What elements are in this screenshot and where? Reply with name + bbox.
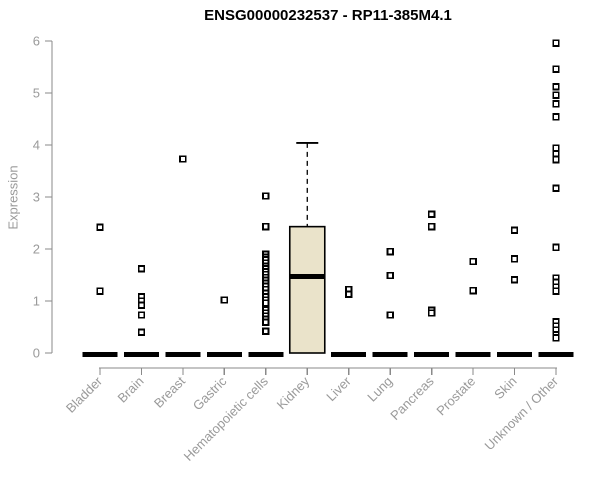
x-tick-label: Kidney (274, 373, 313, 412)
y-tick-label: 0 (33, 346, 40, 361)
x-tick-label: Unknown / Other (482, 373, 562, 453)
outlier-point (469, 257, 477, 266)
outlier-point (262, 222, 270, 231)
outlier-point (552, 150, 560, 158)
x-tick-label: Breast (151, 373, 188, 410)
chart-title: ENSG00000232537 - RP11-385M4.1 (204, 7, 452, 24)
outlier-point (262, 318, 270, 327)
outlier-point (552, 155, 560, 164)
x-tick-label: Liver (323, 373, 354, 404)
outlier-point (552, 144, 560, 152)
outlier-point (262, 299, 270, 307)
y-tick-label: 5 (33, 86, 40, 101)
outlier-point (552, 287, 560, 295)
outlier-point (427, 309, 436, 317)
x-tick-label: Bladder (63, 373, 106, 416)
outlier-point (552, 113, 560, 121)
y-tick-label: 2 (33, 242, 40, 257)
zero-median-bar (206, 352, 242, 357)
outlier-point (552, 100, 560, 108)
outlier-point (552, 65, 560, 73)
outlier-point (137, 301, 146, 309)
outlier-point (510, 255, 519, 263)
y-tick-label: 1 (33, 294, 40, 309)
outlier-point (262, 327, 270, 335)
zero-median-bar (165, 352, 201, 357)
outlier-point (345, 290, 353, 298)
outlier-point (179, 155, 187, 163)
zero-median-bar (538, 352, 574, 357)
x-tick-label: Pancreas (387, 373, 437, 423)
outlier-point (220, 296, 229, 304)
x-tick-label: Lung (364, 374, 395, 405)
outlier-point (386, 247, 394, 256)
zero-median-bar (82, 352, 118, 357)
y-tick-label: 3 (33, 190, 40, 205)
outlier-point (427, 222, 436, 231)
box (288, 225, 326, 354)
outlier-point (510, 226, 519, 234)
outlier-point (552, 184, 560, 192)
outlier-point (469, 286, 477, 295)
zero-median-bar (248, 352, 284, 357)
outlier-point (552, 39, 560, 47)
x-tick-label: Gastric (190, 373, 230, 413)
zero-median-bar (123, 352, 159, 357)
outlier-point (96, 287, 104, 295)
outlier-point (552, 334, 560, 342)
x-tick-label: Skin (491, 374, 519, 402)
outlier-point (137, 311, 146, 319)
y-tick-label: 4 (33, 138, 40, 153)
zero-median-bar (455, 352, 491, 357)
outlier-point (137, 265, 146, 273)
outlier-point (386, 271, 394, 280)
zero-median-bar (372, 352, 408, 357)
outlier-point (552, 243, 560, 252)
outlier-point (262, 192, 270, 200)
outlier-point (96, 223, 104, 231)
outlier-point (510, 275, 519, 284)
zero-median-bar (497, 352, 533, 357)
x-tick-label: Prostate (433, 374, 478, 419)
outlier-point (137, 328, 146, 336)
outlier-point (427, 210, 436, 218)
zero-median-bar (414, 352, 450, 357)
x-tick-label: Brain (115, 374, 147, 406)
outlier-point (552, 91, 560, 99)
outlier-point (552, 83, 560, 91)
zero-median-bar (331, 352, 367, 357)
outlier-point (386, 311, 394, 319)
y-tick-label: 6 (33, 34, 40, 49)
